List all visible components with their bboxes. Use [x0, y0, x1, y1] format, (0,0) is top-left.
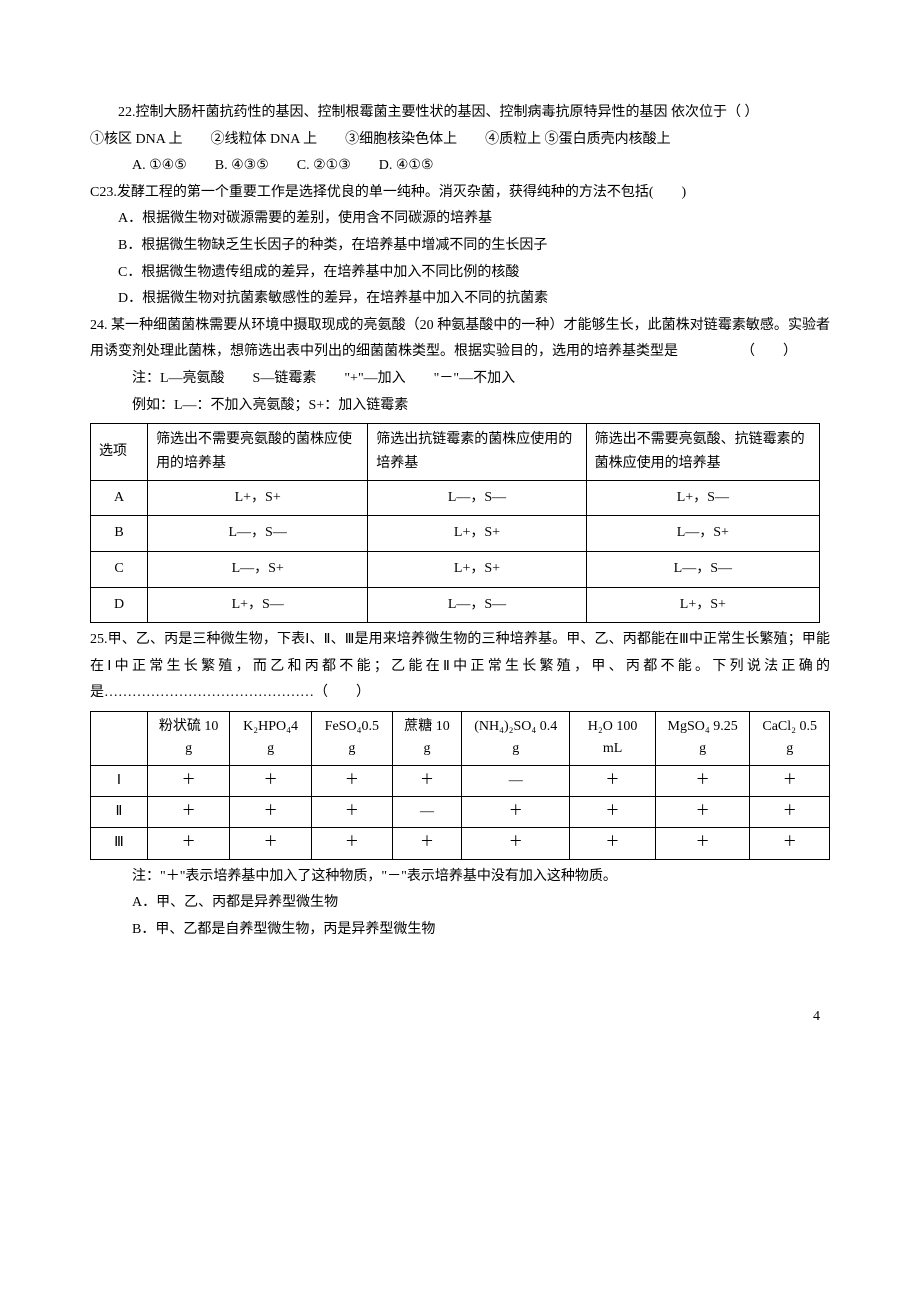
table-row: Ⅲ ＋ ＋ ＋ ＋ ＋ ＋ ＋ ＋ [91, 828, 830, 859]
q22-text: 22.控制大肠杆菌抗药性的基因、控制根霉菌主要性状的基因、控制病毒抗原特异性的基… [90, 100, 830, 127]
table-row: A L+，S+ L—，S— L+，S— [91, 480, 820, 516]
q25-note: 注："＋"表示培养基中加入了这种物质，"－"表示培养基中没有加入这种物质。 [90, 864, 830, 891]
q22-items: ①核区 DNA 上 ②线粒体 DNA 上 ③细胞核染色体上 ④质粒上 ⑤蛋白质壳… [90, 127, 830, 154]
q25-opt-a: A．甲、乙、丙都是异养型微生物 [90, 890, 830, 917]
table-row: D L+，S— L—，S— L+，S+ [91, 587, 820, 623]
q23-opt-b: B．根据微生物缺乏生长因子的种类，在培养基中增减不同的生长因子 [90, 233, 830, 260]
q24-hdr-4: 筛选出不需要亮氨酸、抗链霉素的菌株应使用的培养基 [586, 424, 819, 481]
q24-note2: 例如：L—：不加入亮氨酸；S+：加入链霉素 [90, 393, 830, 420]
q24-hdr-2: 筛选出不需要亮氨酸的菌株应使用的培养基 [148, 424, 368, 481]
q24-note1: 注：L—亮氨酸 S—链霉素 "+"—加入 "－"—不加入 [90, 366, 830, 393]
q24-hdr-3: 筛选出抗链霉素的菌株应使用的培养基 [368, 424, 586, 481]
table-row: 粉状硫 10 g K₂HPO₄4 g FeSO₄0.5 g 蔗糖 10 g (N… [91, 711, 830, 765]
q22-options: A. ①④⑤ B. ④③⑤ C. ②①③ D. ④①⑤ [90, 153, 830, 180]
q25-opt-b: B．甲、乙都是自养型微生物，丙是异养型微生物 [90, 917, 830, 944]
table-row: Ⅱ ＋ ＋ ＋ — ＋ ＋ ＋ ＋ [91, 797, 830, 828]
q24-table: 选项 筛选出不需要亮氨酸的菌株应使用的培养基 筛选出抗链霉素的菌株应使用的培养基… [90, 423, 820, 623]
q23-opt-c: C．根据微生物遗传组成的差异，在培养基中加入不同比例的核酸 [90, 260, 830, 287]
table-row: Ⅰ ＋ ＋ ＋ ＋ — ＋ ＋ ＋ [91, 765, 830, 796]
q23-opt-d: D．根据微生物对抗菌素敏感性的差异，在培养基中加入不同的抗菌素 [90, 286, 830, 313]
q23-text: C23.发酵工程的第一个重要工作是选择优良的单一纯种。消灭杂菌，获得纯种的方法不… [90, 180, 830, 207]
q23-opt-a: A．根据微生物对碳源需要的差别，使用含不同碳源的培养基 [90, 206, 830, 233]
page-number: 4 [90, 1004, 830, 1031]
q24-text: 24. 某一种细菌菌株需要从环境中摄取现成的亮氨酸（20 种氨基酸中的一种）才能… [90, 313, 830, 366]
q25-text: 25.甲、乙、丙是三种微生物，下表Ⅰ、Ⅱ、Ⅲ是用来培养微生物的三种培养基。甲、乙… [90, 627, 830, 707]
q24-hdr-1: 选项 [91, 424, 148, 481]
table-row: B L—，S— L+，S+ L—，S+ [91, 516, 820, 552]
q25-table: 粉状硫 10 g K₂HPO₄4 g FeSO₄0.5 g 蔗糖 10 g (N… [90, 711, 830, 860]
table-row: C L—，S+ L+，S+ L—，S— [91, 551, 820, 587]
